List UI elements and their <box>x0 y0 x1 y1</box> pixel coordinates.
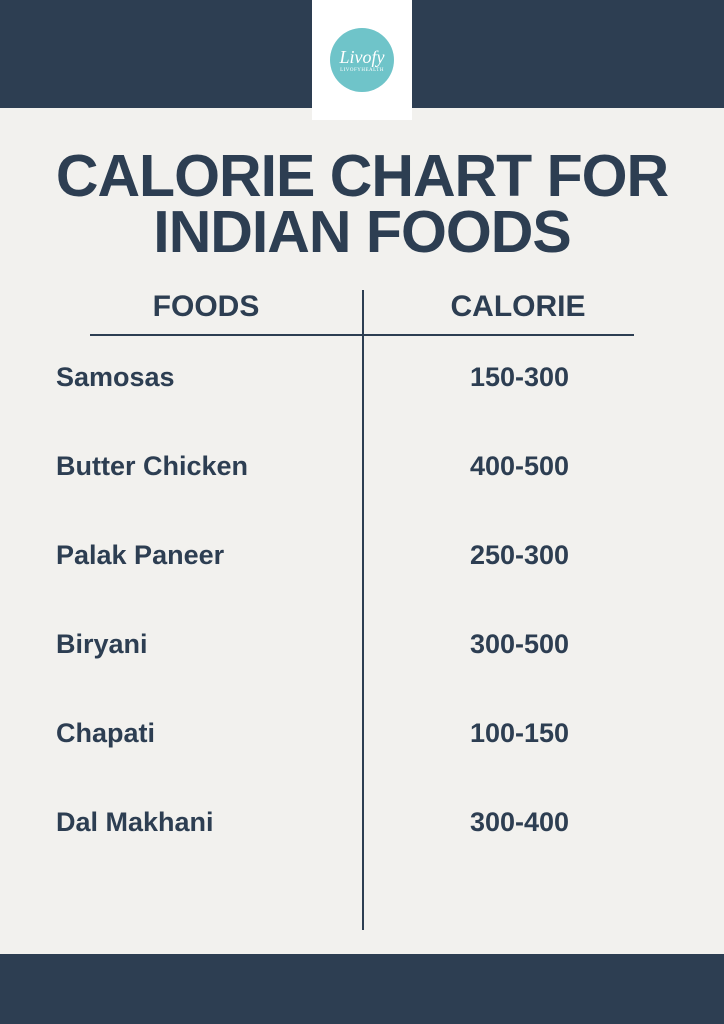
bottom-bar <box>0 954 724 1024</box>
logo-name: Livofy <box>340 48 385 66</box>
logo-subtitle: LIVOFYHEALTH <box>340 68 384 73</box>
calorie-value: 400-500 <box>365 451 674 482</box>
page-title: CALORIE CHART FOR INDIAN FOODS <box>0 148 724 260</box>
food-name: Samosas <box>50 362 365 393</box>
header-foods: FOODS <box>50 290 362 332</box>
logo-icon: Livofy LIVOFYHEALTH <box>330 28 394 92</box>
calorie-table: FOODS CALORIE Samosas 150-300 Butter Chi… <box>50 290 674 838</box>
food-name: Butter Chicken <box>50 451 365 482</box>
food-name: Dal Makhani <box>50 807 365 838</box>
food-name: Biryani <box>50 629 365 660</box>
calorie-value: 100-150 <box>365 718 674 749</box>
calorie-value: 250-300 <box>365 540 674 571</box>
vertical-divider <box>362 290 364 930</box>
calorie-value: 300-500 <box>365 629 674 660</box>
food-name: Palak Paneer <box>50 540 365 571</box>
food-name: Chapati <box>50 718 365 749</box>
logo-container: Livofy LIVOFYHEALTH <box>312 0 412 120</box>
calorie-value: 150-300 <box>365 362 674 393</box>
header-calorie: CALORIE <box>362 290 674 332</box>
calorie-value: 300-400 <box>365 807 674 838</box>
